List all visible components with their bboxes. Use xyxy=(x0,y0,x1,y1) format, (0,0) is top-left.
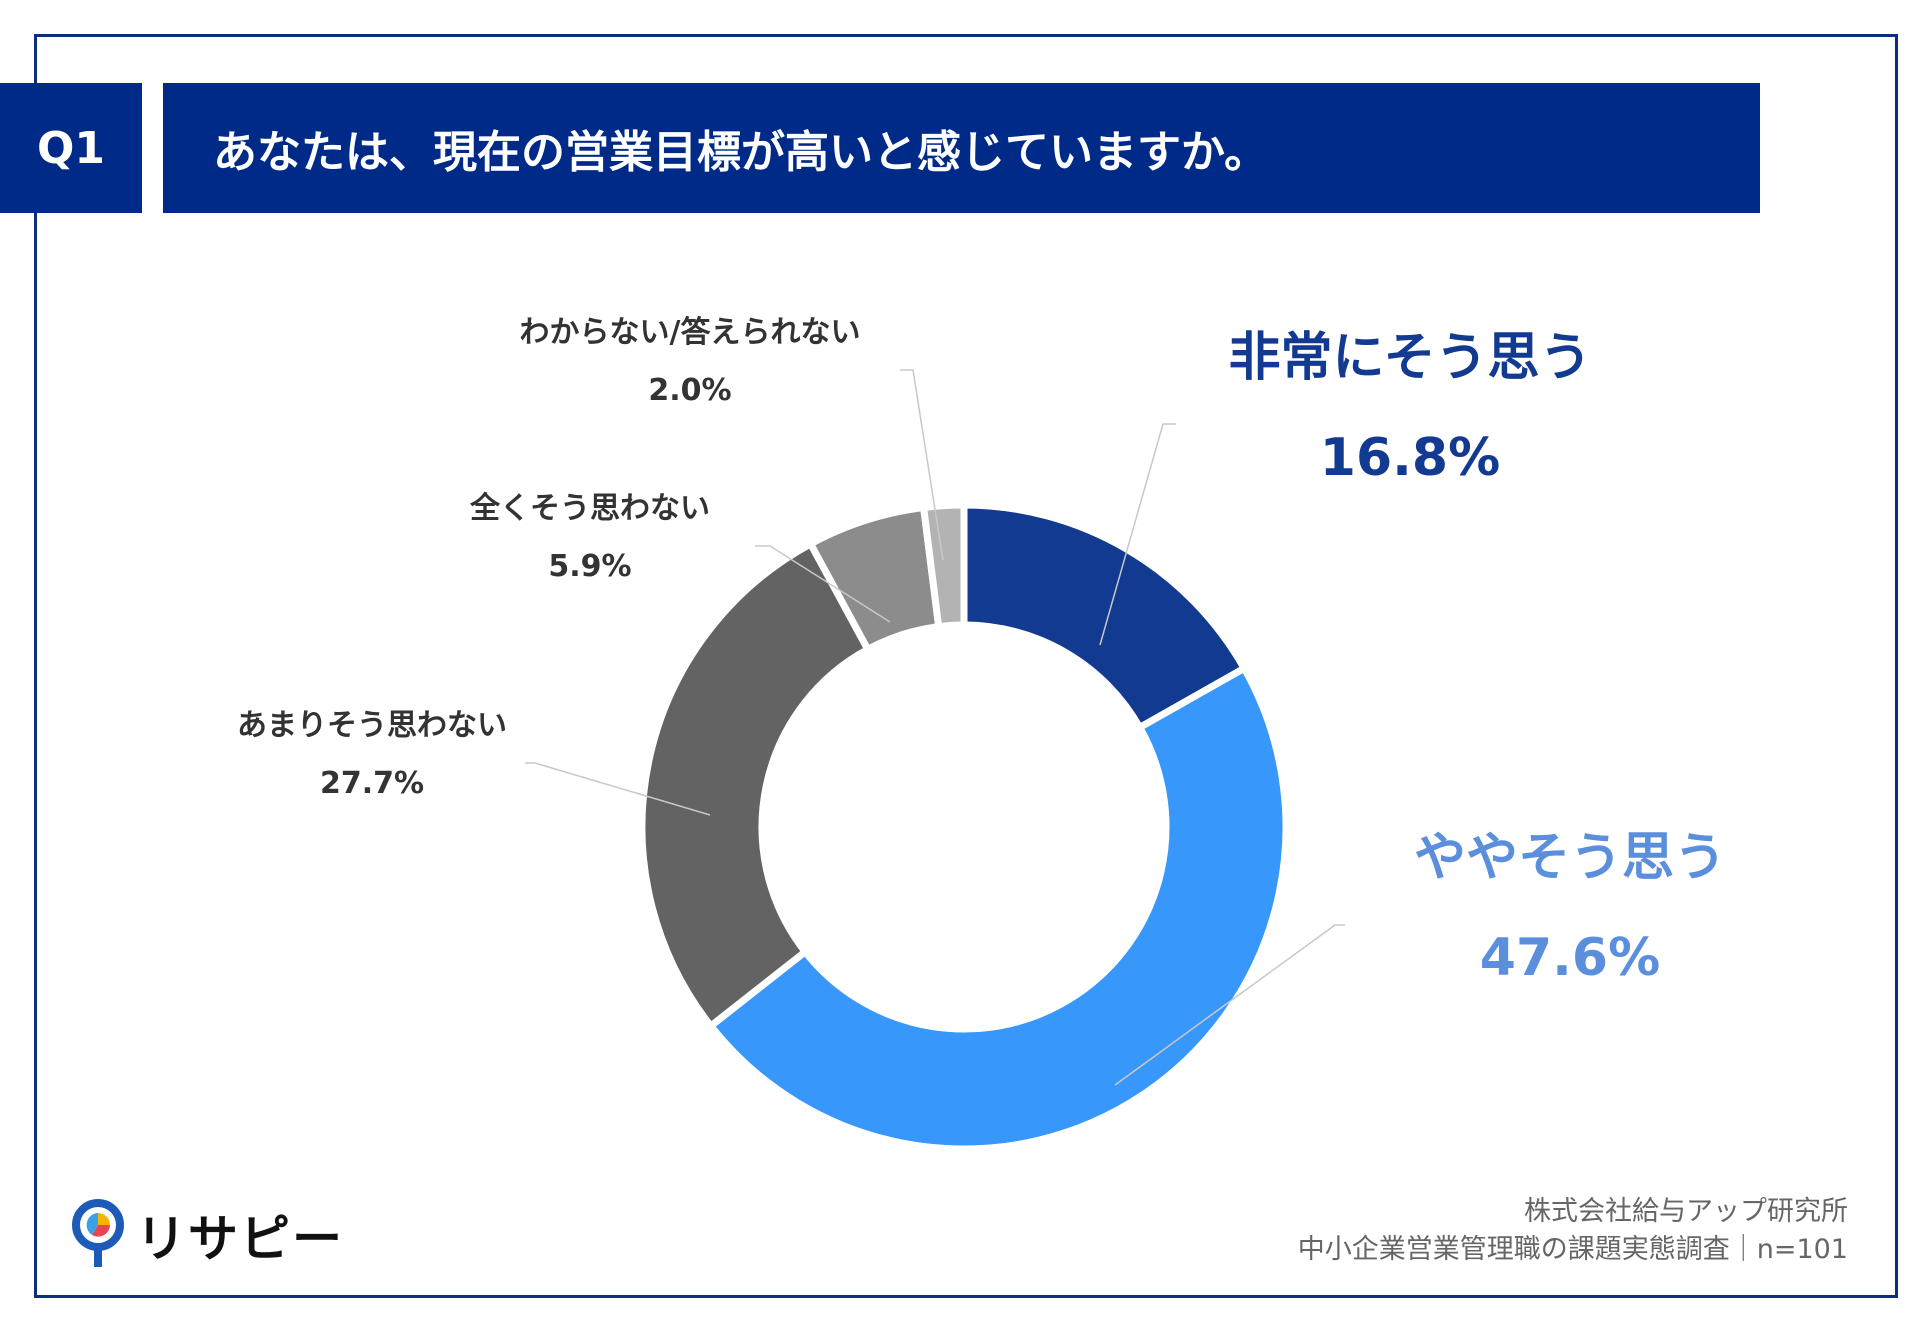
slice-label-2: ややそう思う xyxy=(1414,828,1726,888)
leader-line-2 xyxy=(1114,924,1345,1086)
slice-value-3: 27.7% xyxy=(320,766,424,801)
brand-logo: リサピー xyxy=(70,1199,344,1270)
leader-line-4 xyxy=(755,545,891,623)
source-note: 株式会社給与アップ研究所 中小企業営業管理職の課題実態調査｜n=101 xyxy=(1298,1193,1848,1269)
slice-label-4: 全くそう思わない xyxy=(469,491,710,526)
donut-slice-2 xyxy=(705,663,1290,1153)
brand-name: リサピー xyxy=(136,1210,344,1268)
leader-line-1 xyxy=(1099,423,1176,646)
slice-value-4: 5.9% xyxy=(548,549,631,584)
slice-value-2: 47.6% xyxy=(1480,928,1660,988)
slice-value-5: 2.0% xyxy=(648,373,731,408)
leader-line-5 xyxy=(900,369,944,561)
question-title: あなたは、現在の営業目標が高いと感じていますか。 xyxy=(163,83,1760,213)
slice-label-3: あまりそう思わない xyxy=(237,708,507,743)
source-company: 株式会社給与アップ研究所 xyxy=(1524,1196,1848,1227)
slice-label-1: 非常にそう思う xyxy=(1229,328,1592,388)
question-badge: Q1 xyxy=(0,83,142,213)
chart-frame xyxy=(34,34,1898,1298)
donut-slice-3 xyxy=(638,539,873,1031)
slice-label-5: わからない/答えられない xyxy=(520,315,861,350)
pin-logo-icon xyxy=(72,1199,124,1267)
leader-line-3 xyxy=(525,762,711,816)
source-survey: 中小企業営業管理職の課題実態調査｜n=101 xyxy=(1297,1234,1848,1265)
donut-slice-5 xyxy=(919,501,968,631)
slice-value-1: 16.8% xyxy=(1320,428,1500,488)
